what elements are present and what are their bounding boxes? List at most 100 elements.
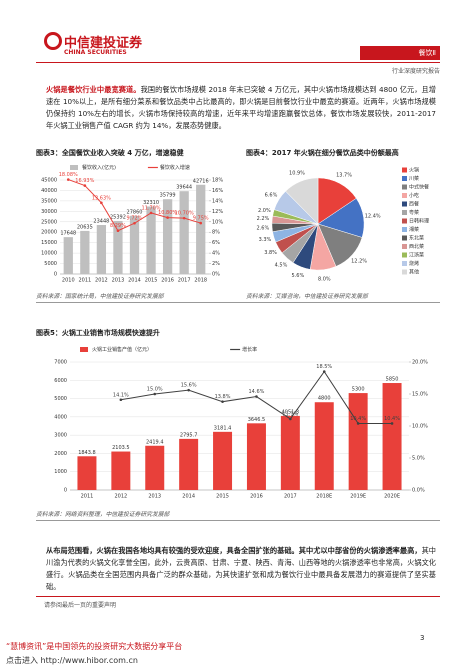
- text: 其中川渝为代表的火锅文化享誉全国，此外，云贵高原、甘肃、宁夏、陕西、青海、山西等…: [46, 546, 436, 591]
- slice-label: 2.6%: [257, 226, 270, 232]
- slice-label: 8.0%: [318, 276, 331, 282]
- x-tick-label: 2012: [114, 494, 127, 500]
- point-label: 9.72%: [127, 216, 143, 222]
- point: [66, 178, 70, 181]
- x-tick-label: 2014: [182, 494, 195, 500]
- legend-swatch: [402, 261, 407, 266]
- legend-label: 增长率: [242, 346, 257, 353]
- x-tick-label: 2010: [62, 278, 75, 284]
- paragraph: 火锅是餐饮行业中最宽赛道。我国的餐饮市场规模 2018 年末已突破 4 万亿元，…: [46, 84, 436, 132]
- point: [166, 216, 169, 219]
- y-tick-label: 5000: [44, 261, 57, 267]
- point: [221, 400, 224, 403]
- company: 中信建投证券: [64, 36, 143, 51]
- y-tick-label: 40000: [41, 188, 57, 194]
- bar: [129, 215, 140, 274]
- slice-label: 10.9%: [289, 170, 305, 176]
- chart: 0 1000 2000 3000 4000 5000 6000 7000 0.0% 5.0% 10.…: [54, 346, 428, 500]
- slice-label: 12.4%: [365, 213, 381, 219]
- disclaimer: 请参阅最后一页的重要声明: [44, 602, 117, 609]
- legend-swatch: [402, 252, 407, 258]
- bar: [314, 402, 334, 490]
- bar-label: 2103.5: [112, 445, 130, 451]
- company-en: CHINA SECURITIES: [64, 49, 127, 56]
- title: 2017 年火锅在细分餐饮品类中份额最高: [271, 149, 399, 157]
- bar-label: 39644: [176, 185, 192, 191]
- figure-label: 图表3：: [36, 149, 62, 157]
- y2-tick-label: 18%: [212, 178, 223, 184]
- slice-label: 5.6%: [292, 273, 305, 279]
- slice-label: 3.8%: [264, 250, 277, 256]
- y-tick-label: 1000: [54, 469, 67, 475]
- y-tick-label: 0: [64, 488, 67, 494]
- watermark-link[interactable]: 点击进入 http://www.hibor.com.cn: [6, 656, 138, 665]
- bar-label: 3646.5: [248, 417, 266, 423]
- y-tick-label: 6000: [54, 378, 67, 384]
- bar: [179, 191, 189, 274]
- point-label: 11.70%: [142, 205, 161, 211]
- legend-label: 火锅工业销售产值（亿元）: [92, 346, 152, 353]
- legend-swatch: [402, 176, 407, 181]
- y2-tick-label: 5.0%: [412, 456, 425, 462]
- point: [182, 216, 186, 220]
- y2-tick-label: 8%: [212, 230, 220, 236]
- figure-title: 图表5：火锅工业销售市场规模快速提升: [36, 328, 160, 338]
- y-tick-label: 35000: [41, 198, 57, 204]
- slice: [285, 177, 319, 225]
- point-label: 9.75%: [193, 216, 209, 222]
- point: [289, 417, 292, 421]
- point-label: 14.1%: [113, 392, 129, 398]
- legend-swatch: [402, 244, 407, 249]
- bar: [111, 451, 131, 490]
- x-tick-label: 2018E: [316, 494, 332, 500]
- legend-swatch: [70, 165, 78, 170]
- bar: [196, 184, 206, 274]
- y2-tick-label: 2%: [212, 261, 220, 267]
- figure-label: 图表4：: [246, 149, 272, 157]
- source: 资料来源：网络资料整理，中信建投证券研究发展部: [36, 512, 170, 518]
- x-tick-label: 2013: [148, 494, 161, 500]
- bar: [179, 438, 199, 490]
- legend-label: 粤菜: [409, 209, 419, 216]
- bar: [382, 383, 402, 490]
- point: [116, 229, 120, 233]
- legend-label: 江浙菜: [409, 252, 424, 259]
- bar: [145, 445, 165, 490]
- legend-label: 日韩料理: [409, 218, 429, 225]
- lead: 从布局范围看，火锅在我国各地均具有较强的受欢迎度，具备全国扩张的基础。其中尤以中…: [46, 546, 422, 555]
- point-label: 16.93%: [75, 178, 94, 184]
- y2-tick-label: 6%: [212, 240, 220, 246]
- legend-label: 东北菜: [409, 235, 424, 242]
- bar-label: 25392: [110, 214, 126, 220]
- x-tick-label: 2017: [284, 494, 297, 500]
- point-label: 15.6%: [181, 383, 197, 389]
- slice-label: 4.5%: [275, 263, 288, 269]
- x-tick-label: 2015: [216, 494, 229, 500]
- x-tick-label: 2019E: [350, 494, 366, 500]
- legend-swatch: [402, 184, 407, 190]
- x-tick-label: 2017: [178, 278, 191, 284]
- title: 火锅工业销售市场规模快速提升: [61, 329, 160, 337]
- bar-label: 2419.4: [146, 439, 164, 445]
- x-tick-label: 2020E: [384, 494, 400, 500]
- legend-label: 川菜: [409, 175, 419, 182]
- y-tick-label: 20000: [41, 230, 57, 236]
- bar-label: 3181.4: [214, 425, 232, 431]
- slice-label: 13.7%: [336, 173, 352, 179]
- y-tick-label: 0: [54, 272, 57, 278]
- legend-swatch: [402, 193, 407, 198]
- y-tick-label: 5000: [54, 396, 67, 402]
- bar-label: 2795.7: [180, 432, 198, 438]
- y2-tick-label: 15.0%: [412, 392, 428, 398]
- bar-label: 20635: [77, 224, 93, 230]
- point: [153, 392, 157, 396]
- y2-tick-label: 0%: [212, 272, 220, 278]
- bar-label: 17648: [60, 231, 76, 237]
- point: [356, 422, 360, 425]
- x-tick-label: 2016: [161, 278, 174, 284]
- y-tick-label: 7000: [54, 360, 67, 366]
- point-label: 13.63%: [92, 195, 111, 201]
- chart: 0 5000 10000 15000 20000 25000 30000 35000 40000…: [41, 164, 223, 284]
- legend-swatch: [402, 227, 407, 232]
